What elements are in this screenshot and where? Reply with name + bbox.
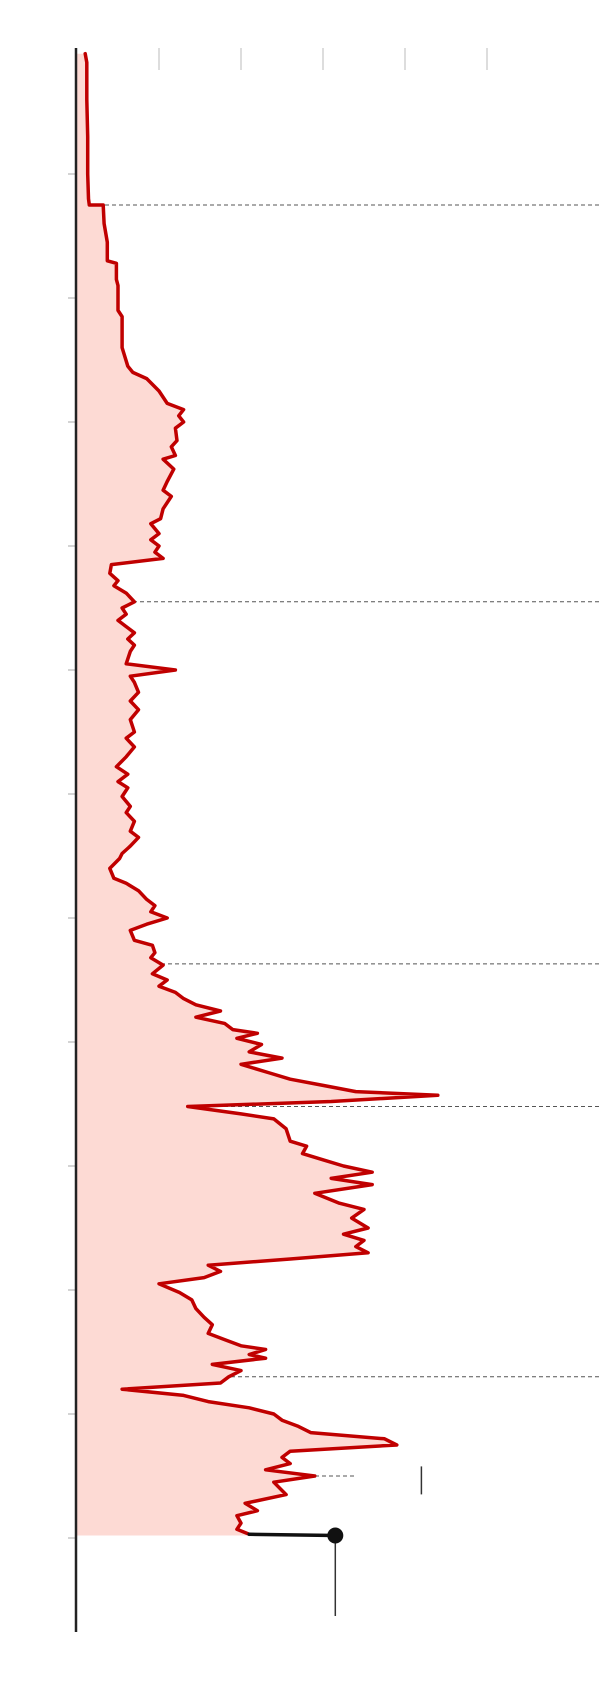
series-layer bbox=[77, 51, 440, 1538]
series-final-segment bbox=[247, 1532, 338, 1538]
annotations bbox=[327, 1466, 423, 1616]
series-area bbox=[77, 53, 438, 1536]
axes bbox=[68, 48, 488, 1632]
series-line bbox=[83, 51, 440, 1537]
highlight-point bbox=[327, 1527, 344, 1544]
